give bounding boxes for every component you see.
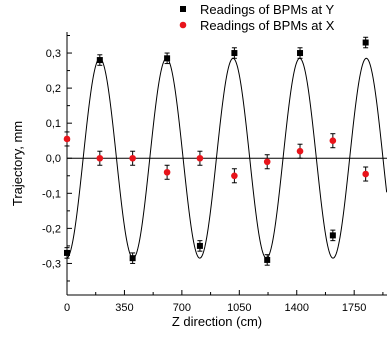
y-bpm-point: [264, 256, 271, 263]
x-tick-label: 1750: [342, 302, 366, 314]
data-point-group: [196, 240, 203, 252]
data-point-group: [264, 254, 271, 266]
x-tick-label: 0: [64, 302, 70, 314]
y-bpm-point: [231, 50, 238, 57]
x-bpm-point: [196, 154, 204, 162]
y-axis-title: Trajectory, mm: [10, 121, 25, 206]
data-point-group: [129, 252, 136, 264]
x-bpm-point: [129, 154, 136, 162]
x-bpm-point: [263, 158, 271, 166]
x-bpm-point: [296, 147, 304, 155]
data-points: [63, 36, 369, 266]
x-tick-label: 1400: [285, 302, 309, 314]
y-tick-label: -0,1: [42, 188, 61, 200]
data-point-group: [362, 166, 369, 182]
data-point-group: [231, 47, 238, 59]
data-point-group: [63, 131, 71, 147]
data-point-group: [196, 150, 204, 166]
data-point-group: [164, 52, 171, 65]
y-tick-label: 0,2: [46, 83, 61, 95]
legend-label: Readings of BPMs at X: [200, 18, 335, 33]
axes: [66, 32, 387, 296]
data-point-group: [296, 143, 304, 159]
data-point-group: [64, 247, 70, 259]
y-tick-label: -0,2: [42, 223, 61, 235]
data-point-group: [96, 150, 104, 166]
fit-curve: [66, 57, 387, 259]
x-axis-title: Z direction (cm): [172, 314, 262, 329]
legend-label: Readings of BPMs at Y: [200, 2, 334, 17]
y-bpm-point: [164, 55, 171, 62]
x-bpm-point: [231, 172, 238, 180]
data-point-group: [231, 168, 238, 184]
x-bpm-point: [329, 137, 337, 145]
fit-curve-group: [66, 57, 387, 259]
x-tick-label: 1050: [227, 302, 251, 314]
x-bpm-point: [96, 154, 104, 162]
y-tick-label: 0,0: [46, 153, 61, 165]
x-bpm-point: [163, 168, 171, 176]
x-bpm-point: [362, 170, 369, 178]
y-tick-label: 0,3: [46, 48, 61, 60]
data-point-group: [96, 54, 103, 66]
y-tick-label: 0,1: [46, 118, 61, 130]
data-point-group: [329, 229, 336, 242]
data-point-group: [263, 154, 271, 170]
y-bpm-point: [329, 232, 336, 239]
legend-marker-circle: [179, 21, 187, 29]
data-point-group: [297, 47, 304, 59]
y-bpm-point: [297, 50, 304, 57]
y-bpm-point: [129, 255, 136, 262]
data-point-group: [163, 164, 171, 180]
axis-labels: -0,3 -0,2 -0,1 0,0 0,1 0,2 0,3 0 350 700 1050 1400 1…: [10, 48, 366, 329]
y-bpm-point: [96, 57, 103, 64]
data-point-group: [129, 150, 136, 166]
data-point-group: [362, 36, 369, 49]
data-point-group: [329, 133, 337, 149]
y-bpm-point: [64, 249, 70, 256]
x-bpm-point: [63, 135, 71, 143]
x-tick-label: 350: [115, 302, 133, 314]
y-bpm-point: [362, 39, 369, 46]
x-tick-label: 700: [173, 302, 191, 314]
y-bpm-point: [196, 242, 203, 249]
legend-marker-square: [180, 6, 186, 12]
y-tick-label: -0,3: [42, 258, 61, 270]
